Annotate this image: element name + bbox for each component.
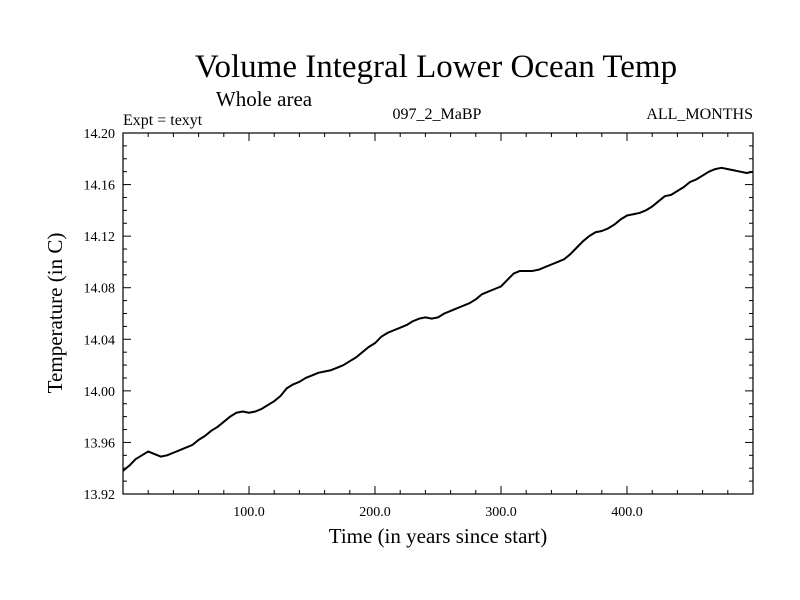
experiment-annotation: Expt = texyt (123, 112, 203, 129)
plot-frame (122, 132, 754, 495)
y-tick-label: 13.96 (84, 436, 116, 451)
y-tick-label: 14.04 (84, 333, 116, 348)
x-tick-label: 300.0 (485, 505, 517, 520)
months-annotation: ALL_MONTHS (646, 106, 753, 123)
y-tick-label: 14.12 (84, 230, 116, 245)
x-tick-label: 400.0 (611, 505, 643, 520)
y-tick-label: 14.08 (84, 282, 116, 297)
y-tick-label: 13.92 (84, 488, 116, 503)
y-axis-label: Temperature (in C) (43, 233, 67, 394)
y-tick-label: 14.00 (84, 385, 116, 400)
run-annotation: 097_2_MaBP (393, 106, 482, 123)
y-tick-label: 14.16 (84, 179, 116, 194)
x-axis-ticks: 100.0 200.0 300.0 400.0 (147, 133, 729, 520)
temperature-series-line (122, 166, 754, 472)
y-axis-ticks: 13.92 13.96 14.00 14.04 14.08 14.12 14.16 14.20 (84, 127, 753, 503)
x-tick-label: 100.0 (233, 505, 265, 520)
chart-title: Volume Integral Lower Ocean Temp (195, 49, 677, 85)
x-axis-label: Time (in years since start) (329, 524, 548, 548)
chart-subtitle: Whole area (216, 87, 313, 111)
y-tick-label: 14.20 (84, 127, 116, 142)
x-tick-label: 200.0 (359, 505, 391, 520)
